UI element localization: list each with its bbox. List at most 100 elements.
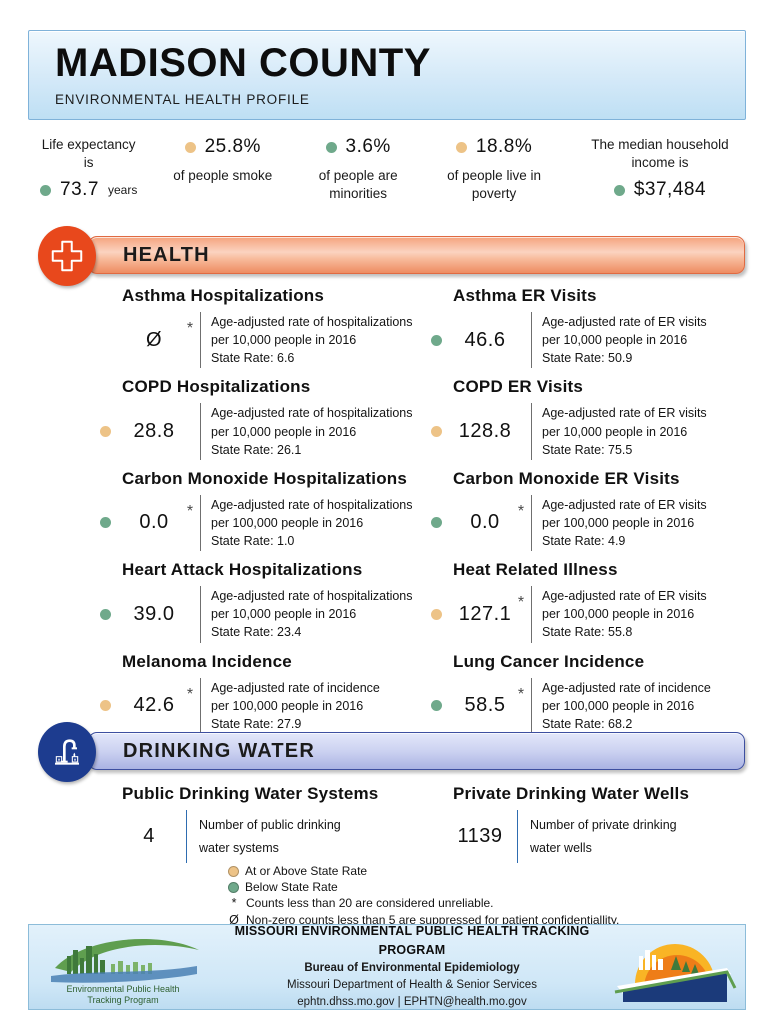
health-stat-asthma-hospitalizations: Asthma Hospitalizations Ø * Age-adjusted… [100,286,417,369]
health-stat-asthma-er-visits: Asthma ER Visits 46.6 Age-adjusted rate … [431,286,748,369]
stat-value-row: $37,484 [580,179,740,201]
state-rate: State Rate: 4.9 [542,534,626,548]
status-dot-icon [100,700,111,712]
stat-title: Heat Related Illness [453,560,618,580]
status-dot-icon [431,426,442,438]
divider [200,677,201,734]
water-stat-public-systems: Public Drinking Water Systems 4 Number o… [100,784,417,863]
suppressed-symbol: Ø [229,912,239,927]
stat-row: 42.6 * Age-adjusted rate of incidence pe… [100,677,417,734]
stat-description: Age-adjusted rate of hospitalizations pe… [211,312,413,368]
desc-line: Age-adjusted rate of ER visits [542,315,707,329]
water-stat-private-wells: Private Drinking Water Wells 1139 Number… [431,784,748,863]
stat-description: Age-adjusted rate of hospitalizations pe… [211,586,413,642]
stat-title: Carbon Monoxide Hospitalizations [122,468,408,488]
county-title: MADISON COUNTY [55,41,431,85]
state-rate: State Rate: 68.2 [542,716,633,731]
stat-description: Age-adjusted rate of hospitalizations pe… [211,495,413,551]
desc-line: Number of private drinking [530,818,677,832]
divider [531,677,532,734]
state-rate: State Rate: 6.6 [211,351,295,366]
stat-title: Lung Cancer Incidence [453,651,645,671]
stat-value: 4 [143,825,155,847]
divider [200,586,201,643]
stat-value: 73.7 [60,179,99,201]
divider [200,312,201,369]
health-stat-carbon-monoxide-er-visits: Carbon Monoxide ER Visits 0.0 * Age-adju… [431,469,748,552]
health-section-title: HEALTH [123,243,210,266]
unreliable-flag: * [517,502,525,520]
status-dot-icon [40,184,51,196]
stat-value-row: 73.7 years [40,179,137,201]
stat-value: 39.0 [133,602,175,625]
stat-value: 127.1 [458,602,512,625]
state-rate: State Rate: 75.5 [542,442,633,457]
stat-row: 127.1 * Age-adjusted rate of ER visits p… [431,586,748,643]
green-dot-icon [228,882,239,893]
stat-row: 39.0 Age-adjusted rate of hospitalizatio… [100,586,417,643]
unreliable-flag: * [186,320,194,338]
desc-line: per 100,000 people in 2016 [211,515,364,530]
stat-minorities: 3.6% of people are minorities [308,136,408,202]
status-dot-icon [431,608,442,620]
stat-title: Asthma Hospitalizations [122,286,325,305]
tracking-program-logo: Environmental Public Health Tracking Pro… [51,938,199,1005]
desc-line: Age-adjusted rate of hospitalizations [211,315,413,329]
stat-label: of people are minorities [318,168,398,201]
stat-title: Melanoma Incidence [122,651,292,671]
contact-line: ephtn.dhss.mo.gov | EPHTN@health.mo.gov [297,996,527,1009]
stat-poverty: 18.8% of people live in poverty [444,136,544,202]
legend-label: Counts less than 20 are considered unrel… [246,896,494,911]
stat-description: Age-adjusted rate of ER visits per 100,0… [542,495,707,551]
stat-row: 28.8 Age-adjusted rate of hospitalizatio… [100,403,417,460]
stat-value: 25.8% [204,136,261,157]
legend-unreliable-note: * Counts less than 20 are considered unr… [228,896,619,912]
stat-value: 0.0 [139,511,169,534]
legend-below-state-rate: Below State Rate [228,880,619,895]
unreliable-flag: * [186,502,194,520]
stat-value: 18.8% [475,136,533,157]
stat-value: 46.6 [464,328,506,351]
bureau-name: Bureau of Environmental Epidemiology [304,961,520,974]
divider [531,494,532,552]
stat-title: COPD ER Visits [453,377,584,397]
desc-line: per 100,000 people in 2016 [211,698,364,713]
legend-suppressed-note: Ø Non-zero counts less than 5 are suppre… [228,913,619,929]
stat-title: Asthma ER Visits [453,286,597,305]
stat-life-expectancy: Life expectancy is 73.7 years [40,136,137,201]
stat-title: Heart Attack Hospitalizations [122,560,363,580]
desc-line: Age-adjusted rate of hospitalizations [211,589,413,604]
unreliable-flag: * [517,594,525,612]
stat-value: Ø [145,328,163,351]
health-stats-grid: Asthma Hospitalizations Ø * Age-adjusted… [100,286,748,734]
desc-line: per 100,000 people in 2016 [542,698,695,713]
footer: Environmental Public Health Tracking Pro… [28,924,746,1010]
desc-line: Age-adjusted rate of ER visits [542,497,707,512]
desc-line: Age-adjusted rate of hospitalizations [211,497,413,512]
state-rate: State Rate: 26.1 [211,442,302,457]
desc-line: per 10,000 people in 2016 [211,333,357,348]
left-logo-text-line2: Tracking Program [87,995,158,1005]
stat-value-row: 18.8% [444,136,544,158]
desc-line: per 10,000 people in 2016 [542,333,688,348]
state-rate: State Rate: 23.4 [211,625,302,640]
state-rate: State Rate: 50.9 [542,351,633,366]
program-name: MISSOURI ENVIRONMENTAL PUBLIC HEALTH TRA… [234,924,590,958]
stat-title: COPD Hospitalizations [122,377,311,397]
stat-description: Number of public drinking water systems [199,810,341,863]
stat-description: Age-adjusted rate of ER visits per 10,00… [542,312,707,368]
stat-row: 128.8 Age-adjusted rate of ER visits per… [431,403,748,460]
status-dot-icon [455,141,467,153]
left-logo-text-line1: Environmental Public Health [66,984,179,994]
divider [200,494,201,552]
status-dot-icon [100,426,111,438]
stat-label: of people smoke [173,168,273,183]
desc-line: per 10,000 people in 2016 [211,607,357,622]
stat-description: Age-adjusted rate of ER visits per 10,00… [542,403,707,459]
stat-label: of people live in poverty [447,168,541,201]
stat-unit: years [107,183,138,198]
stat-description: Age-adjusted rate of hospitalizations pe… [211,403,413,459]
desc-line: Age-adjusted rate of hospitalizations [211,406,413,421]
status-dot-icon [431,700,442,712]
county-header: MADISON COUNTY ENVIRONMENTAL HEALTH PROF… [28,30,746,120]
